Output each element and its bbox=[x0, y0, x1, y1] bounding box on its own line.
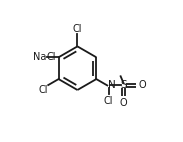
Text: O: O bbox=[120, 98, 127, 108]
Text: O: O bbox=[138, 80, 146, 90]
Text: Cl: Cl bbox=[47, 52, 56, 62]
Text: S: S bbox=[120, 80, 127, 90]
Text: Cl: Cl bbox=[104, 96, 113, 106]
Text: N: N bbox=[108, 80, 115, 90]
Text: Na: Na bbox=[33, 52, 46, 62]
Text: Cl: Cl bbox=[38, 85, 48, 95]
Text: Cl: Cl bbox=[73, 24, 82, 34]
